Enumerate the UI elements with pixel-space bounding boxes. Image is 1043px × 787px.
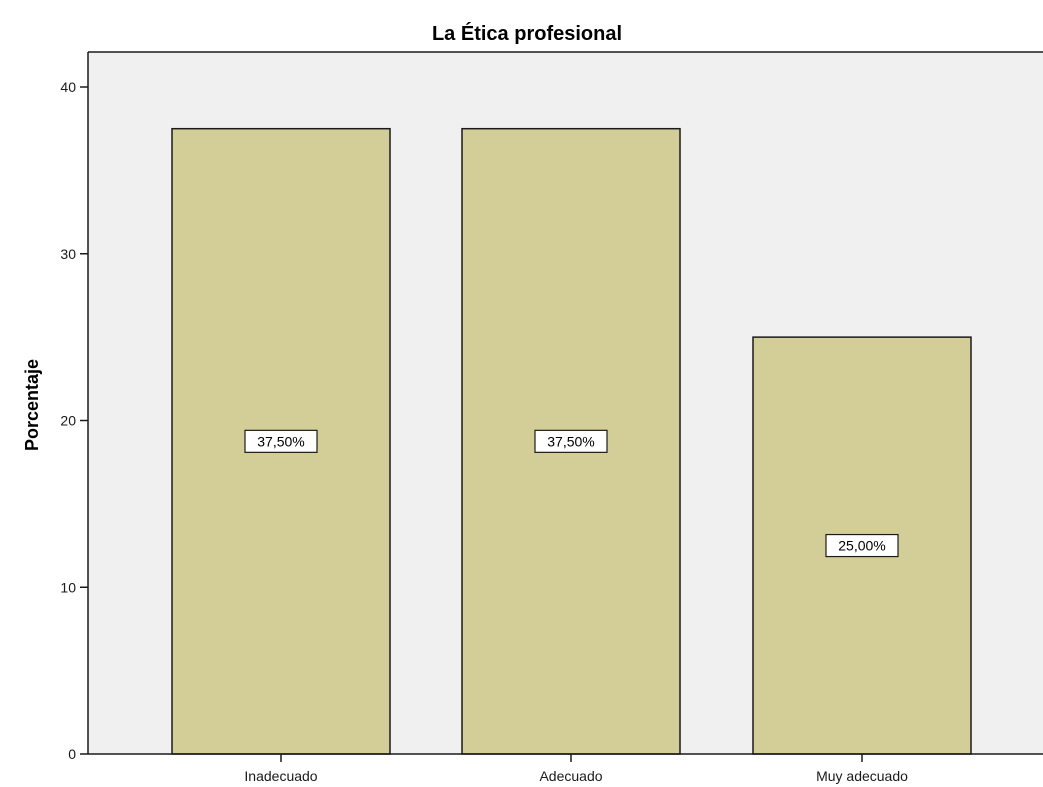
x-tick-label: Muy adecuado bbox=[816, 768, 908, 784]
data-label: 25,00% bbox=[838, 538, 885, 554]
data-label-box bbox=[534, 429, 608, 453]
y-tick-label: 20 bbox=[60, 413, 76, 429]
y-axis-label: Porcentaje bbox=[22, 359, 42, 451]
chart-title: La Ética profesional bbox=[432, 22, 622, 45]
data-label: 37,50% bbox=[547, 433, 594, 449]
data-label-box bbox=[244, 429, 318, 453]
y-tick-label: 30 bbox=[60, 246, 76, 262]
axes-layer: 0 10 20 30 40 Inadecuado Adecuado Muy adecuado bbox=[60, 51, 1043, 784]
y-tick-label: 0 bbox=[68, 746, 76, 762]
y-tick-label: 40 bbox=[60, 79, 76, 95]
bars-layer: 37,50% 37,50% 25,00% bbox=[171, 127, 972, 755]
y-tick-label: 10 bbox=[60, 579, 76, 595]
x-tick-label: Inadecuado bbox=[244, 768, 317, 784]
data-label: 37,50% bbox=[257, 433, 304, 449]
x-tick-label: Adecuado bbox=[539, 768, 602, 784]
data-label-box bbox=[825, 533, 899, 558]
